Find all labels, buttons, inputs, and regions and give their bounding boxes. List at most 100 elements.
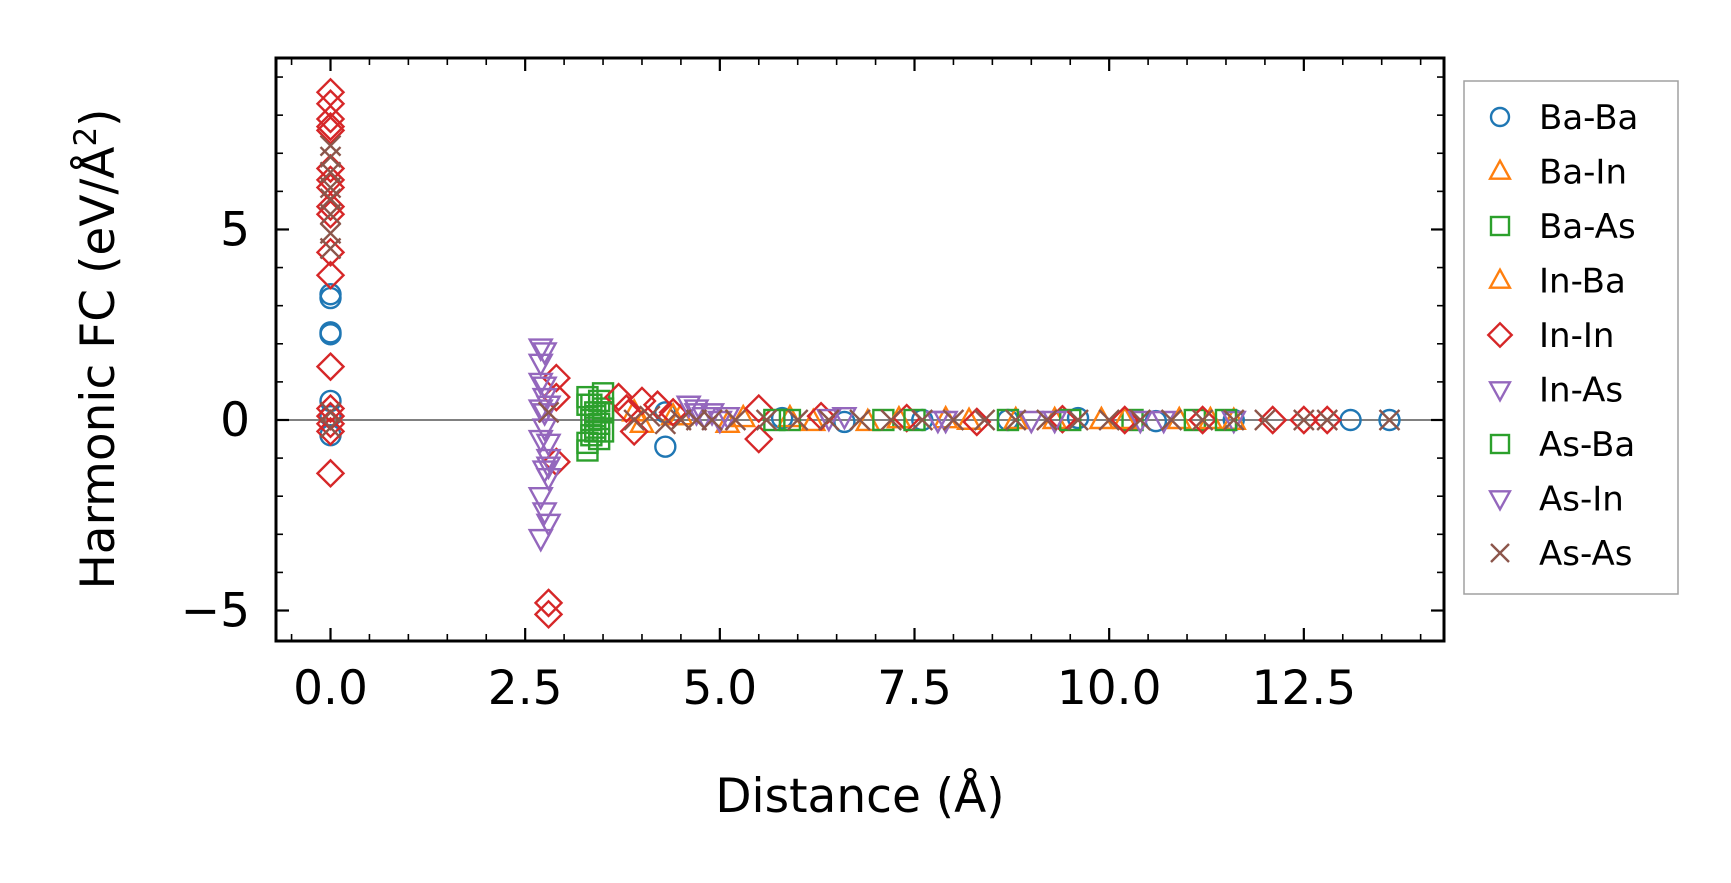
data-point — [315, 260, 346, 290]
data-point — [670, 409, 692, 431]
data-point — [315, 416, 346, 447]
legend-label: Ba-Ba — [1539, 98, 1638, 138]
series-as-ba — [576, 393, 1238, 443]
data-point — [911, 409, 934, 431]
data-point — [535, 456, 562, 481]
y-tick-label: 0 — [220, 393, 250, 448]
data-point — [1187, 405, 1218, 435]
legend-label: As-As — [1539, 534, 1632, 574]
data-point — [533, 599, 564, 630]
legend-label: As-Ba — [1539, 425, 1635, 465]
data-point — [996, 408, 1020, 432]
data-point — [527, 429, 554, 454]
data-point — [535, 513, 562, 538]
data-point — [1214, 408, 1238, 432]
legend-marker — [1489, 433, 1511, 455]
data-point — [531, 342, 558, 366]
data-point — [685, 409, 708, 431]
data-point — [880, 409, 902, 431]
plot-frame — [274, 56, 1446, 643]
data-point — [315, 351, 346, 382]
data-point — [1292, 409, 1315, 431]
data-point — [584, 404, 607, 428]
data-point — [315, 458, 346, 489]
data-point — [1066, 406, 1090, 430]
data-point — [1257, 405, 1288, 435]
legend: Ba-Ba Ba-In Ba-As In-Ba In-In In-As As-Ba As-In… — [1463, 80, 1679, 595]
data-point — [531, 376, 558, 401]
legend-label: As-In — [1539, 480, 1624, 520]
data-point — [815, 408, 842, 433]
data-point — [319, 188, 342, 210]
plot-background — [276, 58, 1444, 641]
legend-marker — [1490, 543, 1510, 563]
legend-label: In-In — [1539, 316, 1614, 356]
data-point — [1018, 410, 1045, 435]
data-point — [800, 407, 827, 432]
legend-label: In-As — [1539, 371, 1623, 411]
data-point — [591, 401, 615, 424]
y-axis-label-superscript: 2 — [68, 127, 104, 147]
data-point — [763, 408, 786, 432]
data-point — [1220, 410, 1247, 435]
data-point — [755, 409, 778, 431]
data-point — [533, 588, 564, 618]
x-tick-label: 5.0 — [682, 661, 757, 716]
data-point — [315, 191, 346, 222]
data-point — [319, 323, 342, 346]
data-point — [319, 237, 342, 260]
data-point — [1127, 410, 1154, 435]
data-point — [531, 460, 558, 485]
legend-label: Ba-As — [1539, 207, 1636, 247]
data-point — [319, 146, 342, 168]
data-point — [638, 405, 661, 428]
data-point — [1289, 405, 1319, 435]
y-tick-label: −5 — [181, 584, 250, 639]
legend-marker — [1489, 215, 1511, 237]
data-point — [724, 409, 747, 431]
legend-marker — [1488, 158, 1512, 180]
legend-marker — [1486, 321, 1514, 349]
legend-entry: In-In — [1486, 316, 1614, 356]
data-point — [315, 199, 346, 229]
series-as-as — [319, 134, 1401, 439]
data-point — [576, 393, 599, 416]
y-tick-label: 5 — [220, 202, 250, 257]
y-axis-label: Harmonic FC (eV/Å2) — [68, 108, 126, 589]
data-point — [701, 409, 723, 431]
data-point — [831, 406, 858, 431]
data-point — [1002, 405, 1029, 430]
data-point — [1121, 408, 1144, 432]
data-point — [1220, 406, 1247, 430]
legend-label: Ba-In — [1539, 153, 1627, 193]
data-point — [1036, 409, 1058, 431]
data-point — [319, 161, 342, 184]
legend-marker — [1488, 267, 1512, 289]
data-point — [675, 395, 702, 420]
data-point — [786, 409, 809, 431]
data-point — [587, 412, 611, 436]
data-point — [611, 393, 642, 424]
data-point — [580, 408, 603, 432]
data-point — [1110, 405, 1140, 435]
data-point — [527, 338, 554, 363]
legend-entry: Ba-Ba — [1489, 98, 1638, 138]
data-point — [315, 237, 346, 268]
data-point — [1191, 409, 1214, 431]
legend-marker — [1489, 106, 1511, 128]
legend-entry: Ba-As — [1489, 207, 1636, 247]
data-point — [319, 401, 342, 424]
x-tick-label: 12.5 — [1252, 661, 1357, 716]
data-point — [319, 222, 342, 245]
data-point — [319, 416, 342, 439]
data-point — [315, 115, 346, 146]
data-point — [849, 409, 871, 431]
data-point — [973, 409, 996, 431]
data-point — [1047, 404, 1078, 434]
data-point — [603, 382, 634, 412]
data-point — [535, 448, 562, 473]
data-point — [818, 409, 840, 431]
x-tick-label: 0.0 — [293, 661, 368, 716]
data-point — [1378, 408, 1401, 432]
data-point — [627, 386, 657, 416]
